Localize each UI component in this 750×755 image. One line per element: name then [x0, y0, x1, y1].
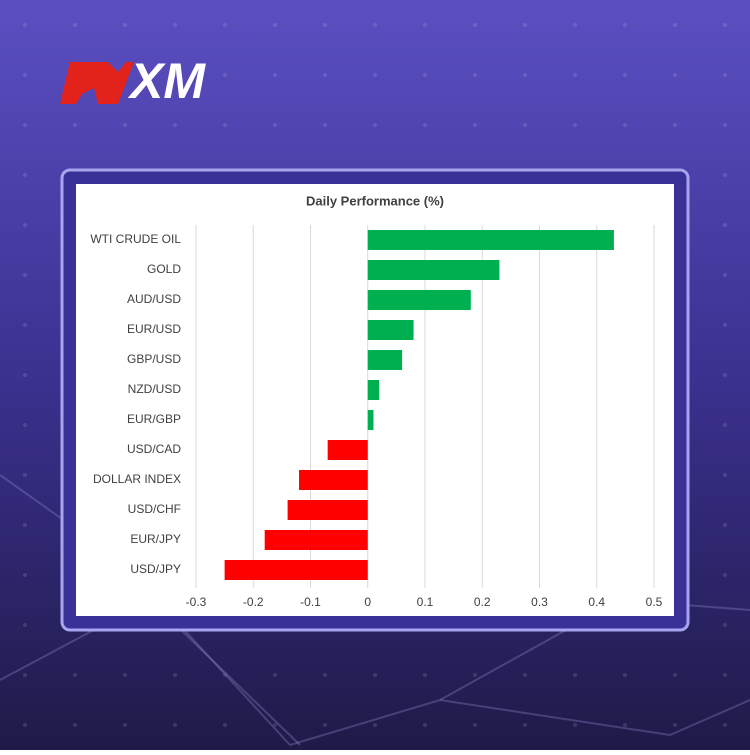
y-tick-label: WTI CRUDE OIL [90, 232, 181, 246]
chart-title: Daily Performance (%) [306, 193, 444, 208]
bar [224, 560, 368, 580]
x-tick-label: -0.3 [186, 595, 207, 609]
bar [367, 230, 614, 250]
bar [367, 320, 414, 340]
x-tick-label: 0.3 [531, 595, 548, 609]
y-tick-label: GOLD [147, 262, 181, 276]
bar [367, 380, 380, 400]
bar [367, 260, 500, 280]
x-tick-label: 0.1 [417, 595, 434, 609]
y-tick-label: EUR/GBP [127, 412, 181, 426]
logo-text: XM [127, 53, 206, 109]
x-tick-label: 0.4 [588, 595, 605, 609]
x-tick-label: -0.2 [243, 595, 264, 609]
y-tick-label: DOLLAR INDEX [93, 472, 181, 486]
bar [264, 530, 368, 550]
y-tick-label: EUR/USD [127, 322, 181, 336]
bar [367, 410, 374, 430]
x-tick-label: 0.2 [474, 595, 491, 609]
logo: XM [60, 53, 206, 109]
x-tick-label: -0.1 [300, 595, 321, 609]
logo-mark [60, 62, 134, 104]
bar [287, 500, 368, 520]
y-tick-label: AUD/USD [127, 292, 181, 306]
y-tick-label: NZD/USD [128, 382, 182, 396]
y-tick-label: USD/CAD [127, 442, 181, 456]
bar [299, 470, 368, 490]
y-tick-label: USD/CHF [128, 502, 181, 516]
y-tick-label: EUR/JPY [130, 532, 181, 546]
x-tick-label: 0 [364, 595, 371, 609]
bar [367, 350, 403, 370]
y-tick-label: USD/JPY [130, 562, 181, 576]
bar [327, 440, 368, 460]
y-tick-label: GBP/USD [127, 352, 181, 366]
x-tick-label: 0.5 [646, 595, 663, 609]
bar [367, 290, 471, 310]
